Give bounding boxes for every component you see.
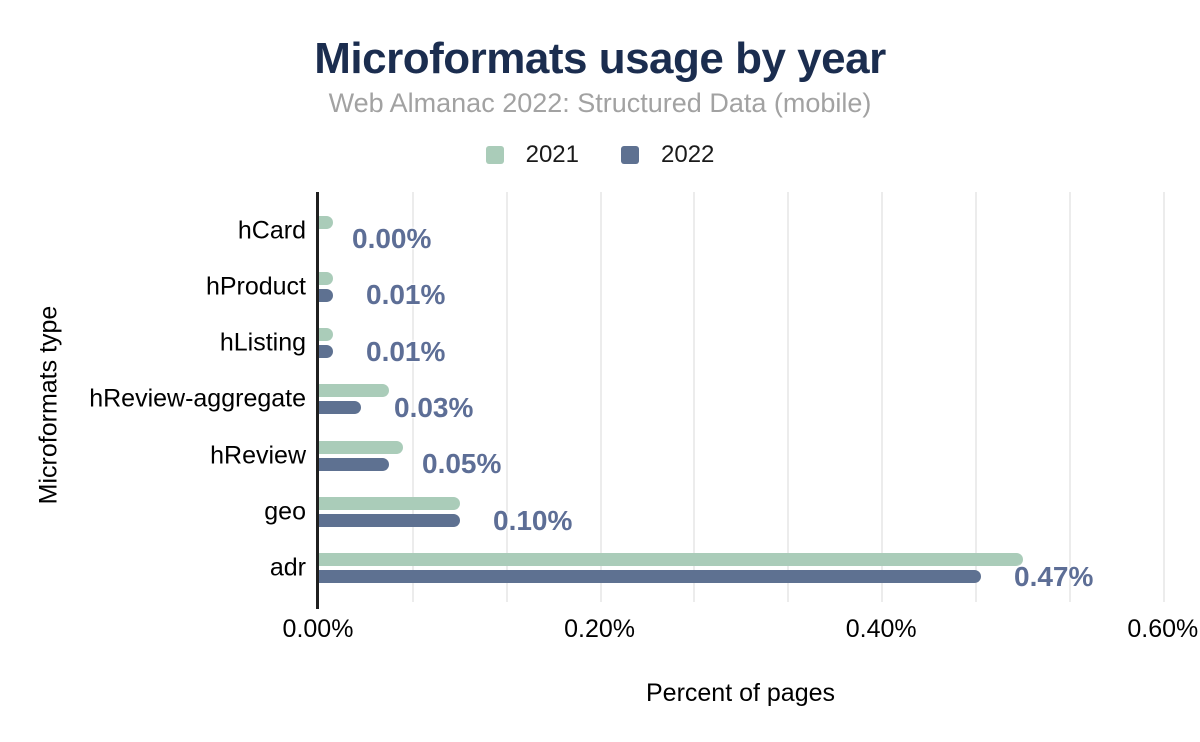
chart-subtitle: Web Almanac 2022: Structured Data (mobil… [328,88,872,118]
legend-label-2022: 2022 [661,141,715,168]
bar-2021 [319,440,403,454]
category-label: geo [264,497,306,526]
gridline [505,192,508,602]
legend-item-2021: 2021 [485,141,579,169]
bar-2022 [319,457,389,471]
bar-2022 [319,570,981,584]
bar-2021 [319,328,333,342]
x-tick-label: 0.60% [1127,615,1199,643]
value-label: 0.01% [366,279,446,311]
gridline [599,192,602,602]
gridline [787,192,790,602]
legend-swatch-2022 [621,146,639,164]
bar-2021 [319,497,460,510]
gridline [1068,192,1071,602]
bar-2022 [319,401,361,415]
bar-2021 [319,553,1023,567]
category-label: hListing [219,328,306,357]
category-label: hProduct [205,272,306,301]
gridline [881,192,884,602]
gridline [693,192,696,602]
chart-title: Microformats usage by year [314,34,886,83]
x-tick-label: 0.20% [564,615,636,643]
legend: 2021 2022 [0,141,1200,169]
bar-2022 [319,514,460,527]
legend-label-2021: 2021 [525,141,579,168]
bar-2021 [319,384,389,398]
bar-2022 [319,288,333,302]
x-tick-label: 0.00% [282,615,354,643]
legend-swatch-2021 [485,146,504,164]
category-label: hReview-aggregate [89,384,306,413]
value-label: 0.10% [493,504,573,536]
gridline [1162,192,1165,602]
gridline [411,192,414,602]
x-tick-label: 0.40% [845,615,917,643]
gridline [975,192,978,602]
x-axis-title: Percent of pages [645,679,835,707]
y-axis-line [316,192,319,609]
value-label: 0.47% [1014,560,1094,592]
category-label: hReview [210,441,306,470]
category-label: hCard [237,216,306,244]
category-label: adr [269,553,306,582]
value-label: 0.03% [394,391,474,423]
value-label: 0.00% [352,223,432,254]
legend-item-2022: 2022 [621,141,714,169]
value-label: 0.05% [422,448,502,480]
bar-2021 [319,215,333,229]
bar-2021 [319,271,333,285]
bar-2022 [319,345,333,359]
value-label: 0.01% [366,335,446,367]
